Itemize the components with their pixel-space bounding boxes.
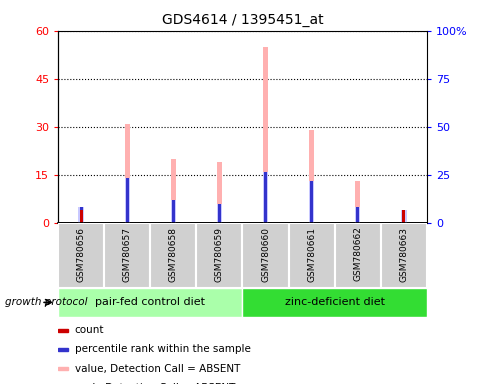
Bar	[310, 181, 312, 223]
Bar	[78, 207, 84, 223]
Bar	[126, 178, 128, 223]
Bar	[196, 223, 242, 288]
Bar	[354, 181, 360, 223]
Bar	[400, 210, 406, 223]
Bar	[218, 204, 220, 223]
Text: rank, Detection Call = ABSENT: rank, Detection Call = ABSENT	[75, 383, 235, 384]
Text: count: count	[75, 325, 104, 335]
Bar	[402, 210, 404, 223]
Bar	[58, 288, 242, 317]
Bar	[58, 223, 104, 288]
Bar	[380, 223, 426, 288]
Text: pair-fed control diet: pair-fed control diet	[95, 297, 205, 308]
Bar	[402, 210, 404, 223]
Bar	[80, 207, 82, 223]
Bar	[58, 329, 68, 332]
Bar	[262, 172, 268, 223]
Bar	[264, 172, 266, 223]
Text: value, Detection Call = ABSENT: value, Detection Call = ABSENT	[75, 364, 240, 374]
Text: zinc-deficient diet: zinc-deficient diet	[284, 297, 384, 308]
Text: percentile rank within the sample: percentile rank within the sample	[75, 344, 250, 354]
Bar	[170, 200, 176, 223]
Bar	[150, 223, 196, 288]
Text: GSM780663: GSM780663	[398, 227, 408, 281]
Bar	[58, 367, 68, 370]
Text: GSM780660: GSM780660	[260, 227, 270, 281]
Bar	[216, 204, 222, 223]
Bar	[80, 210, 82, 223]
Bar	[308, 181, 314, 223]
Bar	[170, 159, 176, 223]
Text: GSM780659: GSM780659	[214, 227, 224, 281]
Bar	[308, 130, 314, 223]
Text: GSM780657: GSM780657	[122, 227, 132, 281]
Bar	[242, 223, 288, 288]
Text: GSM780658: GSM780658	[168, 227, 178, 281]
Bar	[288, 223, 334, 288]
Bar	[400, 210, 406, 223]
Text: growth protocol: growth protocol	[5, 297, 87, 308]
Bar	[124, 178, 130, 223]
Text: GSM780661: GSM780661	[306, 227, 316, 281]
Bar	[172, 200, 174, 223]
Bar	[216, 162, 222, 223]
Text: GSM780656: GSM780656	[76, 227, 86, 281]
Bar	[262, 47, 268, 223]
Bar	[104, 223, 150, 288]
Bar	[58, 348, 68, 351]
Bar	[354, 207, 360, 223]
Bar	[124, 124, 130, 223]
Bar	[356, 207, 358, 223]
Bar	[78, 207, 84, 223]
Text: GSM780662: GSM780662	[352, 227, 362, 281]
Bar	[242, 288, 426, 317]
Text: GDS4614 / 1395451_at: GDS4614 / 1395451_at	[161, 13, 323, 27]
Bar	[334, 223, 380, 288]
